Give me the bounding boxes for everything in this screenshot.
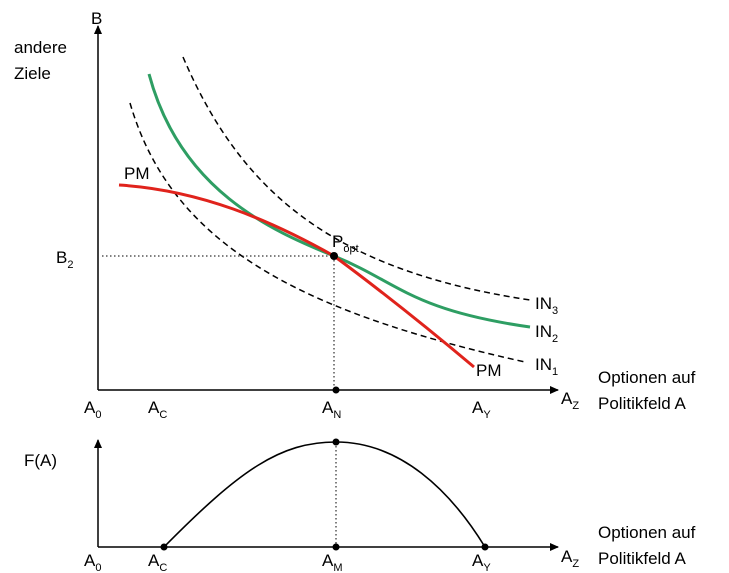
bottom-ac-label: AC [148, 551, 167, 573]
an-point [332, 386, 340, 394]
top-ac-label: AC [148, 398, 167, 421]
top-y-axis-caption-1: andere [14, 38, 67, 57]
top-x-caption-2: Politikfeld A [598, 394, 687, 413]
bottom-a0-label: A0 [84, 551, 101, 573]
bottom-ay-label: AY [472, 551, 491, 573]
top-a0-label: A0 [84, 398, 101, 421]
popt-label: Popt [332, 232, 359, 255]
bottom-am-label: AM [322, 551, 343, 573]
top-az-label: AZ [561, 389, 579, 412]
b2-label: B2 [56, 248, 73, 271]
pm-label-top: PM [124, 164, 150, 183]
in1-label: IN1 [535, 355, 558, 378]
bottom-panel: F(A) A0 AC AM AY AZ Optionen auf Politik… [24, 438, 696, 573]
bottom-am-point [332, 543, 340, 551]
bottom-x-caption-1: Optionen auf [598, 523, 696, 542]
top-y-axis-caption-2: Ziele [14, 64, 51, 83]
bottom-ac-point [160, 543, 168, 551]
in2-label: IN2 [535, 322, 558, 345]
top-y-axis-letter: B [91, 9, 102, 28]
bottom-y-label: F(A) [24, 451, 57, 470]
top-an-label: AN [322, 398, 341, 421]
indifference-curve-in1 [129, 102, 526, 363]
pm-label-bottom: PM [476, 361, 502, 380]
top-panel: B andere Ziele B2 PM PM Popt IN3 IN2 IN1… [14, 9, 696, 421]
popt-point [330, 252, 338, 260]
am-peak-point [332, 438, 340, 446]
bottom-ay-point [481, 543, 489, 551]
bottom-az-label: AZ [561, 547, 579, 570]
bottom-x-caption-2: Politikfeld A [598, 549, 687, 568]
top-ay-label: AY [472, 398, 491, 421]
indifference-curve-in3 [182, 56, 531, 301]
in3-label: IN3 [535, 294, 558, 317]
f-curve [163, 441, 486, 548]
top-x-caption-1: Optionen auf [598, 368, 696, 387]
